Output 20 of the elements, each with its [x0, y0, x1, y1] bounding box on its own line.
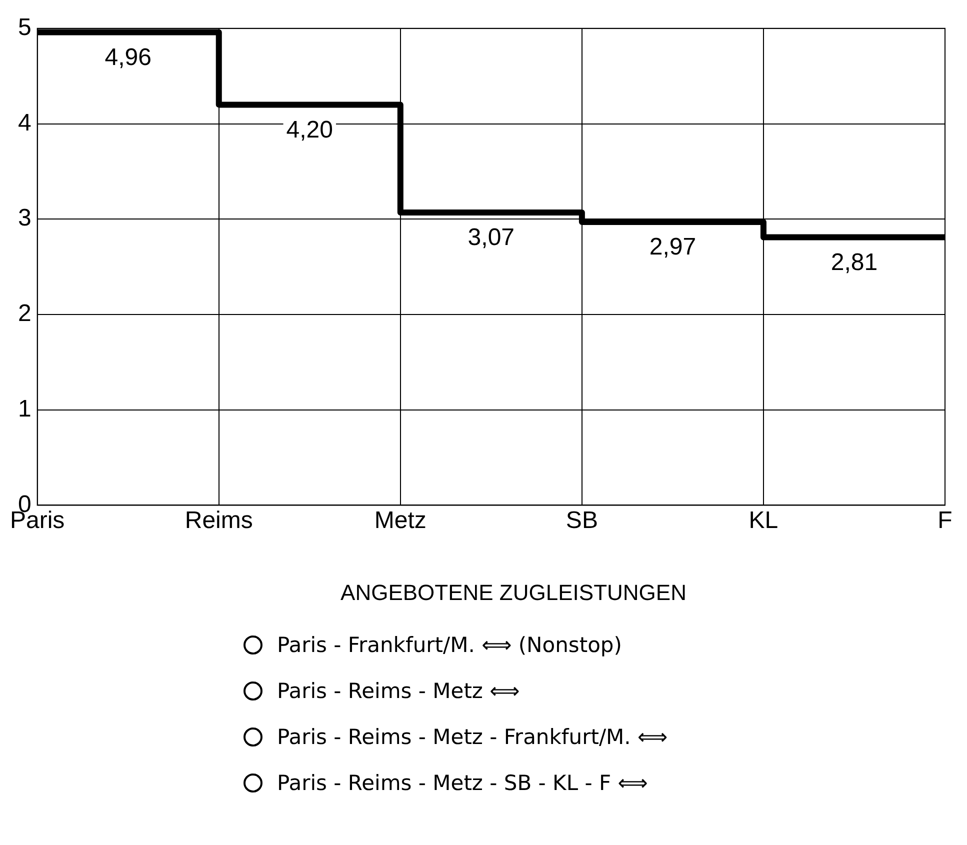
- x-tick-label: KL: [748, 507, 778, 534]
- y-tick-label: 1: [18, 395, 32, 422]
- x-tick-label: Metz: [374, 507, 426, 534]
- x-tick-label: SB: [566, 507, 598, 534]
- y-tick-label: 5: [18, 14, 32, 42]
- data-label: 3,07: [468, 224, 515, 252]
- text: Paris - Reims - Metz ⟺: [277, 679, 520, 703]
- text: ANGEBOTENE ZUGLEISTUNGEN: [340, 580, 688, 606]
- y-tick-label: 3: [18, 204, 32, 232]
- y-tick-label: 4: [18, 109, 32, 136]
- data-label: 2,81: [830, 248, 878, 276]
- text: Paris - Reims - Metz - SB - KL - F ⟺: [277, 771, 648, 795]
- text: Paris - Reims - Metz - Frankfurt/M. ⟺: [277, 725, 668, 749]
- data-label: 4,20: [286, 116, 333, 144]
- x-tick-label: Reims: [184, 507, 253, 534]
- y-tick-label: 2: [18, 300, 32, 328]
- data-label: 4,96: [104, 44, 152, 71]
- text: Paris - Frankfurt/M. ⟺ (Nonstop): [277, 633, 622, 657]
- x-tick-label: F: [938, 507, 952, 534]
- data-label: 2,97: [649, 234, 696, 261]
